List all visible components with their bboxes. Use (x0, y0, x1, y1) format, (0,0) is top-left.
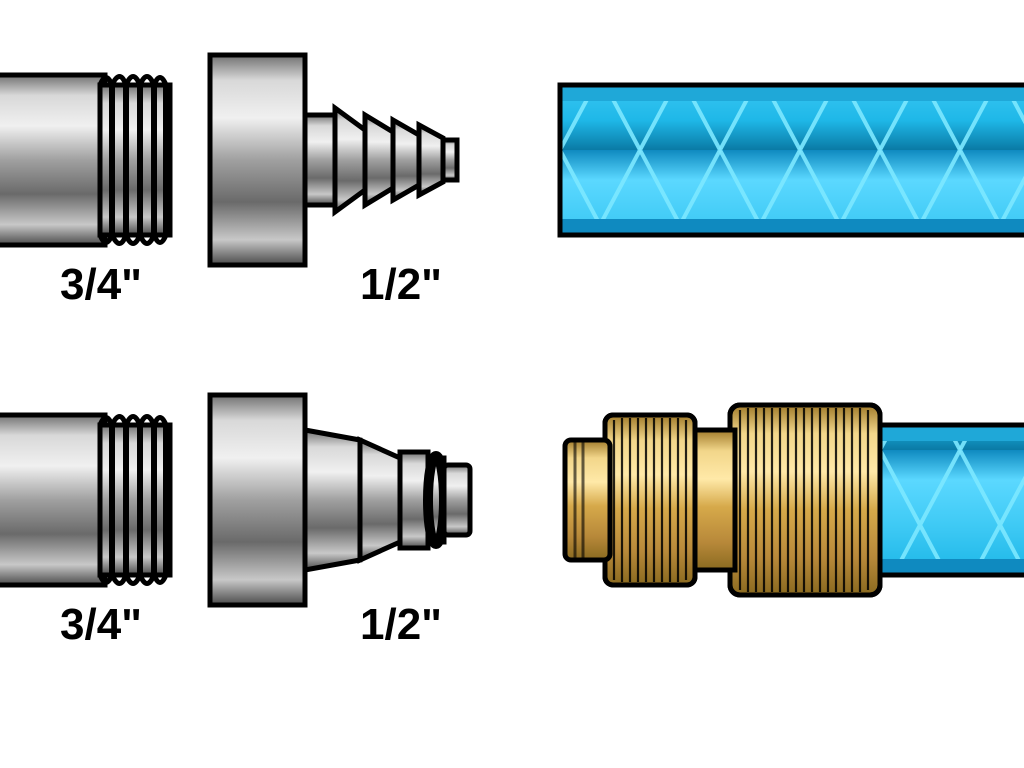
quick-adapter-bottom (210, 395, 470, 605)
label-top-right: 1/2" (360, 260, 442, 310)
tap-pipe-top (0, 75, 170, 245)
label-top-left: 3/4" (60, 260, 142, 310)
barbed-adapter-top (210, 55, 457, 265)
row-1 (0, 55, 1024, 265)
row-2 (0, 395, 1024, 605)
hose-top (560, 85, 1024, 235)
hose-with-coupler-bottom (565, 405, 1024, 595)
label-bot-right: 1/2" (360, 600, 442, 650)
diagram-canvas (0, 0, 1024, 768)
brass-coupler (565, 405, 880, 595)
label-bot-left: 3/4" (60, 600, 142, 650)
tap-pipe-bottom (0, 415, 170, 585)
